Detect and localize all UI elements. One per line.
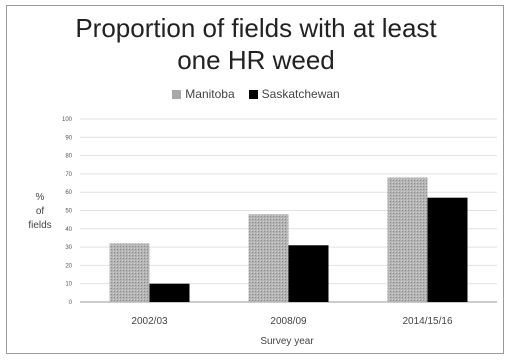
chart-title: Proportion of fields with at least one H… bbox=[0, 12, 512, 76]
bar-saskatchewan-2014/15/16 bbox=[427, 197, 468, 302]
chart-legend: Manitoba Saskatchewan bbox=[0, 87, 512, 101]
bars bbox=[109, 177, 468, 302]
y-axis-label-line-3: fields bbox=[28, 220, 51, 231]
y-tick-label: 40 bbox=[65, 227, 72, 233]
y-tick-label: 0 bbox=[69, 300, 73, 306]
bar-manitoba-2002/03 bbox=[109, 243, 150, 302]
x-tick-label: 2008/09 bbox=[270, 316, 307, 327]
chart-title-line-2: one HR weed bbox=[177, 45, 335, 75]
y-tick-label: 60 bbox=[65, 190, 72, 196]
y-tick-label: 90 bbox=[65, 135, 72, 141]
legend-item-saskatchewan: Saskatchewan bbox=[248, 87, 340, 101]
bar-manitoba-2014/15/16 bbox=[387, 177, 428, 302]
bar-saskatchewan-2008/09 bbox=[288, 245, 329, 302]
y-tick-label: 50 bbox=[65, 209, 72, 215]
x-tick-label: 2014/15/16 bbox=[402, 316, 452, 327]
bar-saskatchewan-2002/03 bbox=[149, 283, 190, 302]
legend-label-manitoba: Manitoba bbox=[185, 87, 235, 101]
y-tick-label: 30 bbox=[65, 245, 72, 251]
y-tick-label: 10 bbox=[65, 282, 72, 288]
y-tick-label: 80 bbox=[65, 154, 72, 160]
y-axis-label-line-1: % bbox=[36, 192, 45, 203]
chart-title-line-1: Proportion of fields with at least bbox=[75, 13, 437, 43]
legend-swatch-saskatchewan bbox=[248, 89, 258, 99]
y-tick-label: 100 bbox=[62, 117, 73, 123]
y-tick-label: 70 bbox=[65, 172, 72, 178]
y-tick-label: 20 bbox=[65, 263, 72, 269]
x-tick-label: 2002/03 bbox=[131, 316, 168, 327]
legend-item-manitoba: Manitoba bbox=[172, 87, 235, 101]
y-axis-label-line-2: of bbox=[36, 206, 45, 217]
legend-label-saskatchewan: Saskatchewan bbox=[261, 87, 340, 101]
legend-swatch-manitoba bbox=[172, 89, 182, 99]
axes: 0 10 20 30 40 50 60 70 80 90 100 2002/03 2008/09 2014… bbox=[62, 117, 453, 327]
bar-manitoba-2008/09 bbox=[248, 214, 289, 302]
x-axis-label: Survey year bbox=[260, 336, 314, 347]
